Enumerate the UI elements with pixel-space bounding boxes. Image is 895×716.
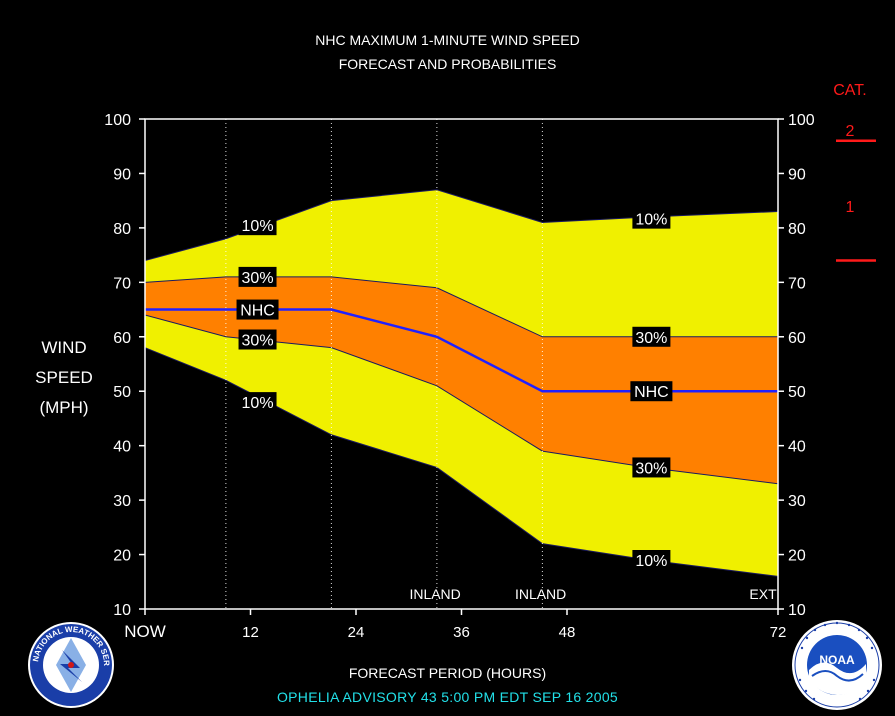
y-tick-label-right: 20 bbox=[788, 548, 806, 565]
band-label-box bbox=[238, 392, 277, 413]
y-tick-label-right: 60 bbox=[788, 330, 806, 347]
category-label: 1 bbox=[846, 199, 855, 216]
band-label: 30% bbox=[242, 333, 274, 350]
inland-annotation: INLAND bbox=[515, 586, 566, 602]
nws-logo: NATIONAL WEATHER SERVICE bbox=[26, 620, 114, 708]
x-axis-label: FORECAST PERIOD (HOURS) bbox=[348, 665, 547, 681]
chart-title: NHC MAXIMUM 1-MINUTE WIND SPEED bbox=[315, 32, 580, 48]
y-tick-label-left: 20 bbox=[113, 548, 131, 565]
y-axis-label-line-3: (MPH) bbox=[39, 398, 89, 417]
y-axis-label-line-2: SPEED bbox=[35, 368, 93, 387]
category-label: 2 bbox=[846, 123, 855, 140]
noaa-logo: NOAA bbox=[792, 620, 882, 710]
x-tick-label: 24 bbox=[348, 624, 365, 641]
band-label: 30% bbox=[635, 460, 667, 477]
band-label-box bbox=[236, 299, 279, 320]
y-axis-label-line-1: WIND bbox=[41, 338, 87, 357]
band-label: NHC bbox=[634, 384, 669, 401]
x-tick-label: 72 bbox=[770, 624, 787, 641]
band-label: NHC bbox=[240, 303, 275, 320]
y-tick-label-left: 10 bbox=[113, 602, 131, 619]
band-30-percent bbox=[145, 276, 778, 484]
y-tick-label-right: 80 bbox=[788, 221, 806, 238]
x-tick-label: 36 bbox=[453, 624, 470, 641]
y-tick-label-left: 90 bbox=[113, 166, 131, 183]
band-label-box bbox=[632, 550, 671, 570]
x-tick-label: NOW bbox=[124, 622, 166, 641]
y-tick-label-right: 30 bbox=[788, 493, 806, 510]
chart-subtitle: FORECAST AND PROBABILITIES bbox=[338, 56, 557, 72]
band-label-box bbox=[632, 326, 671, 347]
band-label: 10% bbox=[635, 212, 667, 229]
y-tick-label-left: 30 bbox=[113, 493, 131, 510]
y-tick-label-left: 50 bbox=[113, 384, 131, 401]
y-tick-label-right: 90 bbox=[788, 166, 806, 183]
band-label-box bbox=[238, 329, 277, 350]
x-tick-label: 12 bbox=[242, 624, 259, 641]
band-label-box bbox=[632, 457, 671, 478]
y-tick-label-left: 80 bbox=[113, 221, 131, 238]
y-tick-label-right: 50 bbox=[788, 384, 806, 401]
advisory-line: OPHELIA ADVISORY 43 5:00 PM EDT SEP 16 2… bbox=[276, 689, 619, 705]
band-label: 10% bbox=[242, 218, 274, 235]
y-tick-label-right: 100 bbox=[788, 112, 815, 129]
y-tick-label-left: 70 bbox=[113, 275, 131, 292]
band-label-box bbox=[238, 266, 277, 287]
band-label: 10% bbox=[635, 553, 667, 570]
band-label: 10% bbox=[242, 395, 274, 412]
y-tick-label-left: 100 bbox=[104, 112, 131, 129]
band-label-box bbox=[238, 215, 277, 236]
y-tick-label-right: 10 bbox=[788, 602, 806, 619]
noaa-logo-text: NOAA bbox=[819, 653, 855, 667]
y-tick-label-right: 40 bbox=[788, 439, 806, 456]
x-tick-label: 48 bbox=[559, 624, 576, 641]
y-tick-label-right: 70 bbox=[788, 275, 806, 292]
y-tick-label-left: 60 bbox=[113, 330, 131, 347]
band-label-box bbox=[630, 381, 673, 402]
category-title: CAT. bbox=[833, 82, 867, 99]
band-label: 30% bbox=[242, 270, 274, 287]
band-label: 30% bbox=[635, 330, 667, 347]
inland-annotation: EXT bbox=[749, 586, 777, 602]
band-label-box bbox=[632, 208, 671, 229]
y-tick-label-left: 40 bbox=[113, 439, 131, 456]
inland-annotation: INLAND bbox=[409, 586, 460, 602]
